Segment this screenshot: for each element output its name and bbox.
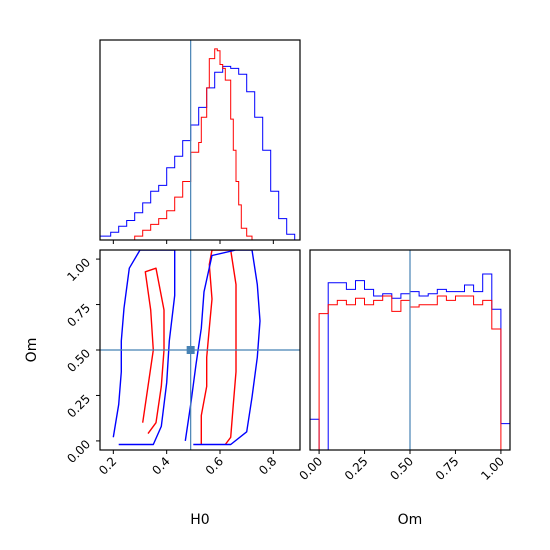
contour-series-1-path-1 [184,250,261,446]
contour-x-tick-label-0: 0.2 [96,454,119,477]
contour-x-tick-label-3: 0.8 [256,454,279,477]
contour-series-1-path-0 [112,250,176,446]
om-marginal-panel: 0.00 0.25 0.50 0.75 1.00 Om [296,249,511,528]
contour-y-tick-label-1: 0.25 [64,392,93,421]
h0-histogram-series-0 [99,65,296,240]
contour-y-tick-label-4: 1.00 [64,255,93,284]
om-marginal-axis-label: Om [398,512,423,528]
contour-y-tick-label-0: 0.00 [64,437,93,466]
om-marginal-x-tick-label-2: 0.50 [387,454,416,483]
h0-marginal-panel [99,39,301,244]
om-axis-label: Om [24,338,40,363]
contour-series-0-path-0 [200,250,237,445]
contour-series-0-path-1 [142,267,165,435]
om-histogram-series-1 [318,295,502,450]
contour-lines [112,250,261,446]
contour-y-tick-label-2: 0.50 [64,346,93,375]
om-marginal-x-tick-label-1: 0.25 [342,454,371,483]
contour-x-tick-label-2: 0.6 [203,454,226,477]
om-marginal-x-tick-label-4: 1.00 [478,454,507,483]
om-marginal-x-tick-label-3: 0.75 [433,454,462,483]
h0-om-contour-panel: 0.2 0.4 0.6 0.8 0.00 0.25 0.50 0.75 1.00 H0 Om [24,249,301,528]
h0-histogram-series-1 [134,48,253,240]
om-marginal-x-tick-label-0: 0.00 [296,454,325,483]
h0-axis-label: H0 [190,512,209,528]
contour-y-tick-label-3: 0.75 [64,301,93,330]
truth-marker [186,346,195,354]
h0-marginal-frame [99,39,301,241]
contour-x-tick-label-1: 0.4 [149,454,172,477]
